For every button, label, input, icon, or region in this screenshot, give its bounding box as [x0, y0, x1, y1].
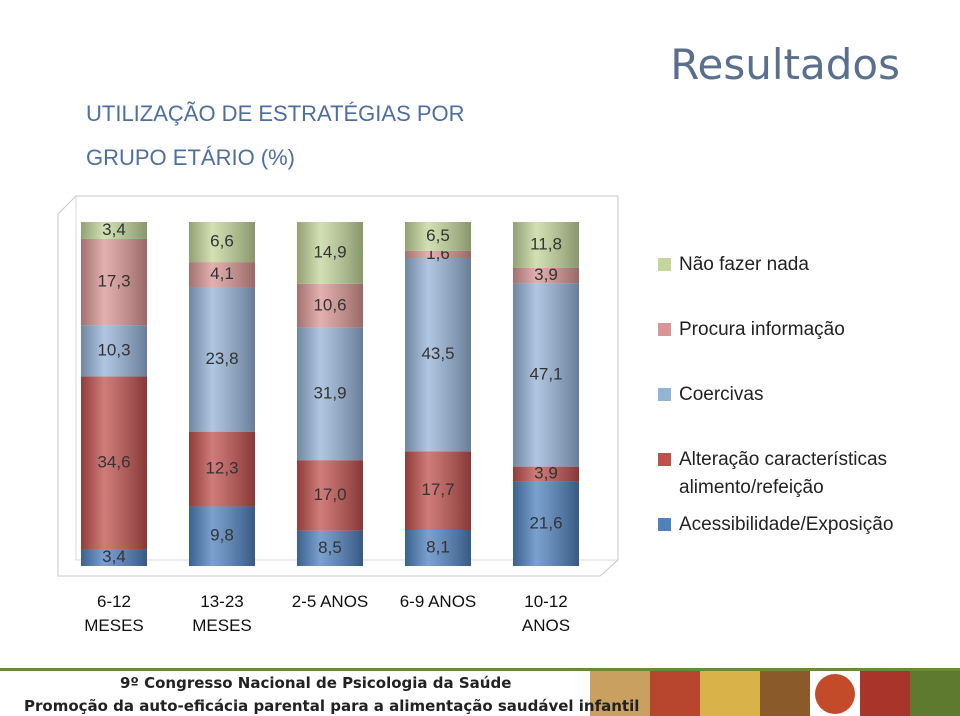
bar-shading [297, 460, 363, 531]
legend-item: Coercivas [658, 381, 948, 409]
data-label: 17,7 [421, 480, 454, 499]
legend-label: Procura informação [679, 319, 845, 340]
bar-shading [189, 262, 255, 288]
legend-label: Coercivas [679, 384, 764, 405]
slide-title: Resultados [670, 40, 900, 89]
data-label: 3,4 [102, 547, 126, 566]
bar-shading [513, 466, 579, 482]
data-label: 3,9 [534, 265, 558, 284]
data-label: 17,3 [97, 272, 130, 291]
legend-item: Alteração características alimento/refei… [658, 446, 948, 502]
x-tick-label: 6-9 ANOS [399, 592, 477, 611]
legend-item: Acessibilidade/Exposição [658, 511, 948, 539]
bar-shading [297, 222, 363, 284]
bar-shading [405, 250, 471, 258]
legend-item: Procura informação [658, 316, 948, 344]
bar-shading [513, 481, 579, 566]
data-label: 9,8 [210, 526, 234, 545]
data-label: 43,5 [421, 344, 454, 363]
data-label: 3,4 [102, 220, 126, 239]
data-label: 47,1 [529, 364, 562, 383]
footer-line: 9º Congresso Nacional de Psicologia da S… [120, 674, 512, 692]
x-tick-label: 6-12 MESES [84, 592, 144, 635]
data-label: 4,1 [210, 264, 234, 283]
data-label: 10,3 [97, 340, 130, 359]
legend-swatch [658, 323, 671, 336]
chart-title: UTILIZAÇÃO DE ESTRATÉGIAS POR GRUPO ETÁR… [86, 101, 465, 170]
bar-shading [81, 549, 147, 566]
bar-shading [513, 283, 579, 467]
data-label: 6,6 [210, 232, 234, 251]
footer [0, 668, 960, 716]
data-label: 8,1 [426, 537, 450, 556]
bar-shading [81, 222, 147, 239]
x-tick-label: 13-23 MESES [192, 592, 252, 635]
legend-swatch [658, 388, 671, 401]
bar-shading [81, 325, 147, 377]
data-label: 8,5 [318, 538, 342, 557]
legend-label: Alteração características alimento/refei… [679, 449, 888, 498]
data-label: 14,9 [313, 242, 346, 261]
legend-label: Não fazer nada [679, 254, 809, 275]
legend-label: Acessibilidade/Exposição [679, 514, 894, 535]
data-label: 12,3 [205, 459, 238, 478]
data-label: 6,5 [426, 226, 450, 245]
bar-shading [81, 376, 147, 550]
chart: 3,4 34,6 10,3 17,3 3,4 9,8 12,3 23,8 4,1 6,6 8,5 17… [57, 195, 619, 577]
x-tick-label: 10-12 ANOS [521, 592, 571, 635]
bar-shading [81, 238, 147, 326]
x-tick-label: 2-5 ANOS [291, 592, 369, 611]
data-label: 3,9 [534, 464, 558, 483]
bar-shading [297, 327, 363, 461]
data-label: 21,6 [529, 513, 562, 532]
bar-shading [513, 267, 579, 284]
footer-art [0, 668, 960, 716]
data-label: 23,8 [205, 349, 238, 368]
legend-swatch [658, 518, 671, 531]
data-label: 11,8 [530, 234, 562, 253]
legend-swatch [658, 453, 671, 466]
bar-shading [189, 287, 255, 432]
data-label: 34,6 [97, 452, 130, 471]
bar-shading [405, 258, 471, 452]
bar-shading [297, 283, 363, 328]
footer-line: Promoção da auto-eficácia parental para … [24, 697, 640, 715]
bar-shading [405, 530, 471, 566]
bar-shading [189, 506, 255, 566]
bar-shading [405, 222, 471, 251]
bar-shading [513, 222, 579, 268]
bar-shading [189, 222, 255, 263]
data-label: 31,9 [313, 383, 346, 402]
data-label: 17,0 [313, 485, 346, 504]
legend-item: Não fazer nada [658, 251, 948, 279]
data-label: 10,6 [313, 295, 346, 314]
bar-shading [405, 451, 471, 530]
legend-swatch [658, 258, 671, 271]
bar-shading [297, 530, 363, 566]
bar-shading [189, 431, 255, 507]
